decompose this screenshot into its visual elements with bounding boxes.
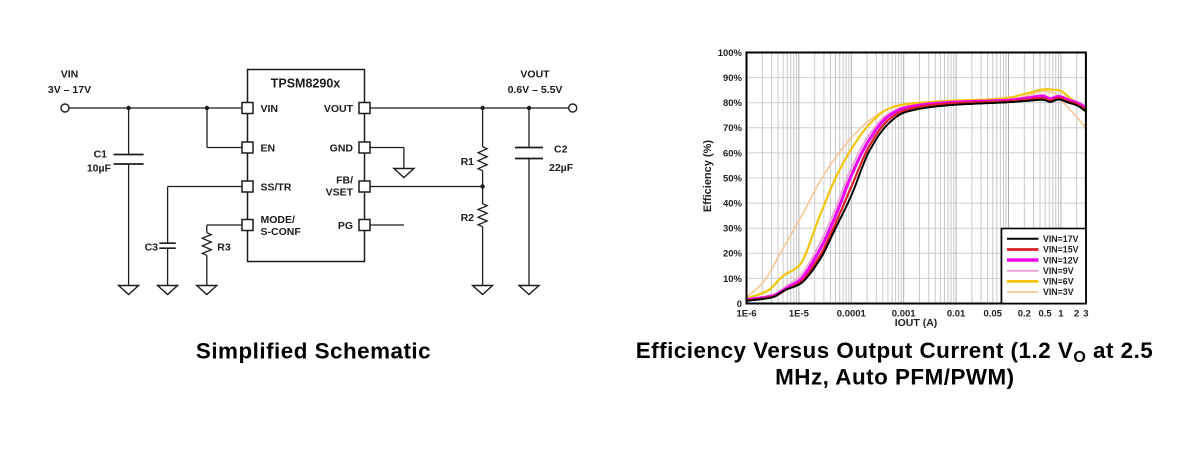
svg-text:IOUT (A): IOUT (A) [895,317,938,329]
svg-text:Efficiency Versus Output Curre: Efficiency Versus Output Current (1.2 VO… [636,338,1154,366]
svg-text:40%: 40% [723,199,743,210]
svg-text:MODE/: MODE/ [261,214,296,226]
svg-text:90%: 90% [723,73,743,84]
svg-text:R3: R3 [217,242,231,254]
svg-text:R1: R1 [461,156,475,168]
svg-text:EN: EN [261,142,276,154]
svg-text:VOUT: VOUT [324,103,354,115]
svg-text:2: 2 [1074,309,1079,320]
svg-text:50%: 50% [723,173,743,184]
svg-text:1E-6: 1E-6 [736,309,756,320]
svg-text:PG: PG [338,220,353,232]
svg-text:Efficiency (%): Efficiency (%) [702,140,714,212]
svg-text:VIN=12V: VIN=12V [1043,255,1079,265]
svg-text:0.01: 0.01 [947,309,966,320]
svg-text:0: 0 [737,299,742,310]
svg-text:0.001: 0.001 [892,309,916,320]
svg-text:C2: C2 [554,144,568,156]
svg-text:3: 3 [1083,309,1088,320]
svg-text:VIN=6V: VIN=6V [1043,277,1074,287]
svg-text:1: 1 [1058,309,1064,320]
svg-text:C3: C3 [145,242,159,254]
svg-text:0.05: 0.05 [983,309,1002,320]
svg-text:0.0001: 0.0001 [837,309,867,320]
svg-text:C1: C1 [94,149,108,161]
svg-text:R2: R2 [461,212,475,224]
svg-text:3V – 17V: 3V – 17V [48,84,91,96]
svg-text:TPSM8290x: TPSM8290x [271,77,341,91]
svg-text:S-CONF: S-CONF [261,226,302,238]
svg-text:100%: 100% [718,48,743,59]
svg-text:FB/: FB/ [336,174,353,186]
svg-text:VSET: VSET [326,186,354,198]
svg-text:MHz, Auto PFM/PWM): MHz, Auto PFM/PWM) [775,365,1015,390]
svg-text:Simplified Schematic: Simplified Schematic [196,338,431,363]
svg-text:SS/TR: SS/TR [261,181,292,193]
svg-text:0.5: 0.5 [1038,309,1052,320]
svg-text:GND: GND [330,142,354,154]
svg-text:0.6V – 5.5V: 0.6V – 5.5V [508,84,563,96]
svg-text:VIN: VIN [261,103,279,115]
svg-text:VIN=9V: VIN=9V [1043,266,1074,276]
svg-text:10%: 10% [723,274,743,285]
svg-text:30%: 30% [723,224,743,235]
svg-text:VIN: VIN [61,69,79,81]
svg-text:70%: 70% [723,123,743,134]
svg-text:VIN=3V: VIN=3V [1043,287,1074,297]
svg-text:VIN=15V: VIN=15V [1043,245,1079,255]
svg-text:80%: 80% [723,98,743,109]
svg-text:10µF: 10µF [87,163,112,175]
svg-text:20%: 20% [723,249,743,260]
svg-text:VIN=17V: VIN=17V [1043,234,1079,244]
svg-text:22µF: 22µF [549,162,574,174]
svg-text:60%: 60% [723,148,743,159]
svg-text:0.2: 0.2 [1018,309,1031,320]
svg-text:VOUT: VOUT [520,69,550,81]
svg-text:1E-5: 1E-5 [789,309,810,320]
